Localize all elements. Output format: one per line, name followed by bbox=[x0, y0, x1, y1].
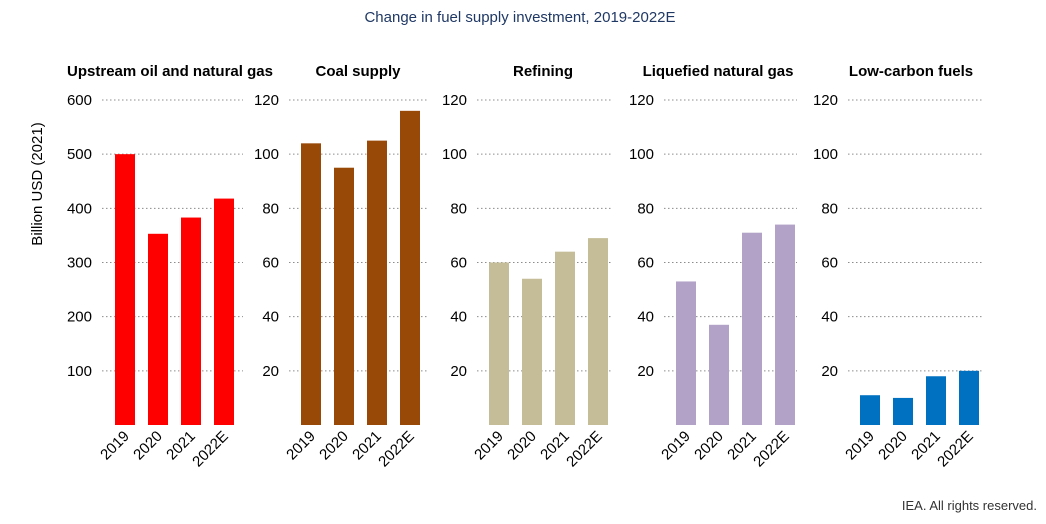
y-tick-label: 60 bbox=[262, 255, 279, 272]
bar-2022E bbox=[588, 238, 608, 425]
y-tick-label: 100 bbox=[254, 146, 279, 163]
y-tick-label: 60 bbox=[450, 255, 467, 272]
y-tick-label: 60 bbox=[821, 255, 838, 272]
y-tick-label: 120 bbox=[442, 92, 467, 109]
panel-title: Refining bbox=[513, 63, 573, 80]
bar-2019 bbox=[489, 262, 509, 425]
credit-text: IEA. All rights reserved. bbox=[902, 498, 1037, 513]
chart-title: Change in fuel supply investment, 2019-2… bbox=[364, 9, 675, 26]
y-tick-label: 40 bbox=[450, 309, 467, 326]
y-axis-label: Billion USD (2021) bbox=[29, 122, 46, 245]
x-tick-label: 2020 bbox=[316, 428, 352, 464]
bar-2019 bbox=[676, 281, 696, 425]
y-tick-label: 80 bbox=[450, 200, 467, 217]
panel-title: Liquefied natural gas bbox=[643, 63, 794, 80]
y-tick-label: 400 bbox=[67, 200, 92, 217]
x-tick-label: 2019 bbox=[471, 428, 507, 464]
y-tick-label: 20 bbox=[821, 363, 838, 380]
x-tick-label: 2022E bbox=[189, 428, 232, 471]
y-tick-label: 100 bbox=[813, 146, 838, 163]
y-tick-label: 40 bbox=[637, 309, 654, 326]
y-tick-label: 500 bbox=[67, 146, 92, 163]
x-tick-label: 2022E bbox=[750, 428, 793, 471]
x-tick-label: 2020 bbox=[504, 428, 540, 464]
y-tick-label: 100 bbox=[442, 146, 467, 163]
bar-2020 bbox=[522, 278, 542, 425]
bar-2022E bbox=[959, 370, 979, 425]
y-tick-label: 120 bbox=[813, 92, 838, 109]
panel-title: Coal supply bbox=[315, 63, 401, 80]
x-tick-label: 2019 bbox=[658, 428, 694, 464]
y-tick-label: 100 bbox=[67, 363, 92, 380]
x-tick-label: 2022E bbox=[934, 428, 977, 471]
y-tick-label: 20 bbox=[637, 363, 654, 380]
bar-2019 bbox=[115, 154, 135, 425]
bar-2019 bbox=[301, 143, 321, 426]
x-tick-label: 2019 bbox=[283, 428, 319, 464]
bar-2020 bbox=[148, 233, 168, 425]
y-tick-label: 20 bbox=[450, 363, 467, 380]
y-tick-label: 40 bbox=[262, 309, 279, 326]
bar-2021 bbox=[926, 376, 946, 425]
bar-2022E bbox=[400, 110, 420, 425]
panel-1: Upstream oil and natural gas 100 200 300 400… bbox=[67, 63, 273, 470]
y-tick-label: 100 bbox=[629, 146, 654, 163]
x-tick-label: 2019 bbox=[97, 428, 133, 464]
y-tick-label: 600 bbox=[67, 92, 92, 109]
panel-4: Liquefied natural gas2040608010012020192… bbox=[629, 63, 797, 470]
panel-2: Coal supply20406080100120201920202021202… bbox=[254, 63, 428, 470]
x-tick-label: 2020 bbox=[130, 428, 166, 464]
y-tick-label: 40 bbox=[821, 309, 838, 326]
bar-2020 bbox=[334, 167, 354, 426]
y-tick-label: 80 bbox=[637, 200, 654, 217]
bar-2021 bbox=[742, 232, 762, 425]
bar-2022E bbox=[775, 224, 795, 425]
bar-2022E bbox=[214, 198, 234, 425]
x-tick-label: 2022E bbox=[375, 428, 418, 471]
x-tick-label: 2019 bbox=[842, 428, 878, 464]
x-tick-label: 2020 bbox=[875, 428, 911, 464]
y-tick-label: 120 bbox=[629, 92, 654, 109]
y-tick-label: 80 bbox=[262, 200, 279, 217]
y-tick-label: 20 bbox=[262, 363, 279, 380]
chart-panels: Upstream oil and natural gas 100 200 300 400… bbox=[67, 63, 983, 470]
bar-2021 bbox=[555, 251, 575, 425]
x-tick-label: 2020 bbox=[691, 428, 727, 464]
panel-title: Upstream oil and natural gas bbox=[67, 63, 273, 80]
bar-2020 bbox=[893, 397, 913, 425]
y-tick-label: 120 bbox=[254, 92, 279, 109]
y-tick-label: 200 bbox=[67, 309, 92, 326]
y-tick-label: 60 bbox=[637, 255, 654, 272]
x-tick-label: 2022E bbox=[563, 428, 606, 471]
bar-2020 bbox=[709, 324, 729, 425]
y-tick-label: 80 bbox=[821, 200, 838, 217]
bar-2021 bbox=[367, 140, 387, 425]
bar-2021 bbox=[181, 217, 201, 425]
bar-2019 bbox=[860, 395, 880, 425]
y-tick-label: 300 bbox=[67, 255, 92, 272]
panel-title: Low-carbon fuels bbox=[849, 63, 973, 80]
